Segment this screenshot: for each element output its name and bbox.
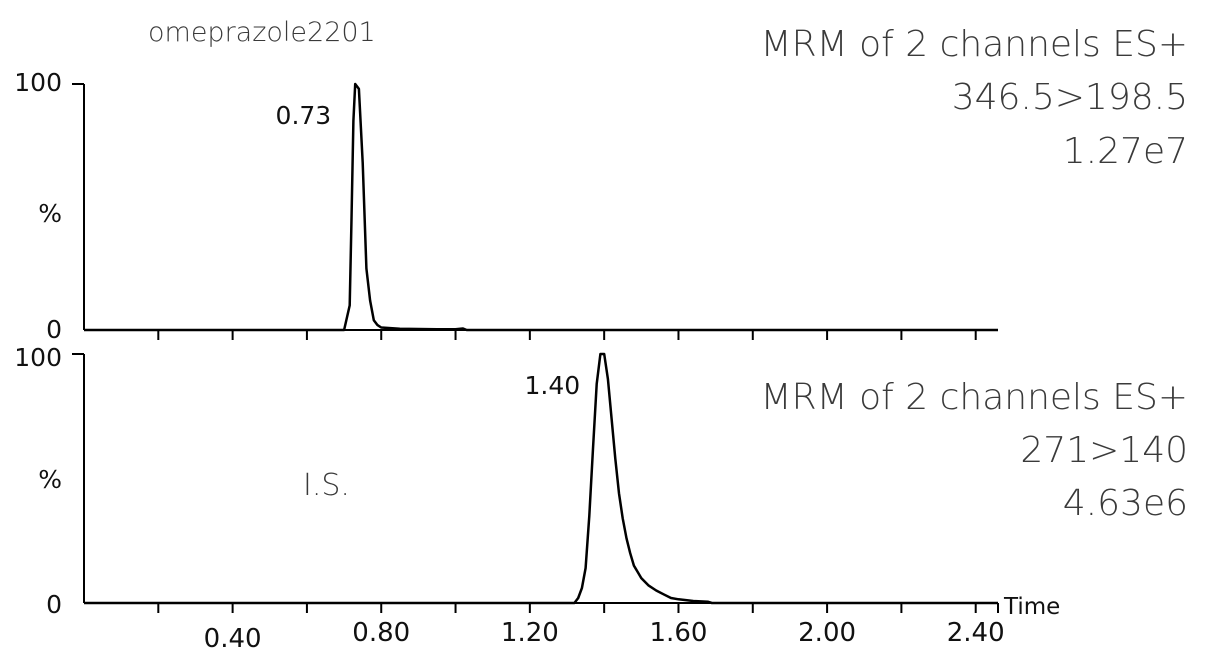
bottom-y-label: % bbox=[38, 465, 62, 494]
top-info: MRM of 2 channels ES+ 346.5>198.5 1.27e7 bbox=[761, 24, 1188, 172]
bottom-info-line-3: 4.63e6 bbox=[1063, 483, 1188, 524]
top-info-line-3: 1.27e7 bbox=[1063, 131, 1188, 172]
top-info-line-1: MRM of 2 channels ES+ bbox=[761, 24, 1188, 65]
bottom-info-line-2: 271>140 bbox=[1020, 430, 1188, 471]
plot-layer: 0.73 1.40 0.40 0.80 1.20 1.60 2.00 2.40 bbox=[72, 82, 1005, 654]
bottom-y-tick-100: 100 bbox=[14, 343, 62, 372]
x-axis-label: Time bbox=[1003, 594, 1060, 620]
x-tick-label-1.20: 1.20 bbox=[501, 618, 559, 648]
top-y-tick-100: 100 bbox=[14, 68, 62, 97]
top-trace-line bbox=[84, 82, 998, 332]
top-y-tick-0: 0 bbox=[46, 315, 62, 344]
top-y-label: % bbox=[38, 199, 62, 228]
bottom-peak-label: 1.40 bbox=[524, 371, 580, 400]
internal-standard-label: I.S. bbox=[303, 468, 350, 503]
bottom-info: MRM of 2 channels ES+ 271>140 4.63e6 bbox=[761, 377, 1188, 524]
x-tick-label-0.80: 0.80 bbox=[352, 618, 410, 648]
x-tick-label-1.60: 1.60 bbox=[650, 618, 708, 648]
bottom-info-line-1: MRM of 2 channels ES+ bbox=[761, 377, 1188, 418]
bottom-y-tick-0: 0 bbox=[46, 590, 62, 619]
top-peak-label: 0.73 bbox=[276, 101, 332, 130]
bottom-trace-line bbox=[84, 352, 998, 605]
sample-title: omeprazole2201 bbox=[148, 17, 376, 48]
x-tick-label-0.40: 0.40 bbox=[204, 624, 262, 654]
x-tick-label-2.40: 2.40 bbox=[947, 618, 1005, 648]
top-info-line-2: 346.5>198.5 bbox=[952, 77, 1188, 118]
x-tick-label-2.00: 2.00 bbox=[798, 618, 856, 648]
